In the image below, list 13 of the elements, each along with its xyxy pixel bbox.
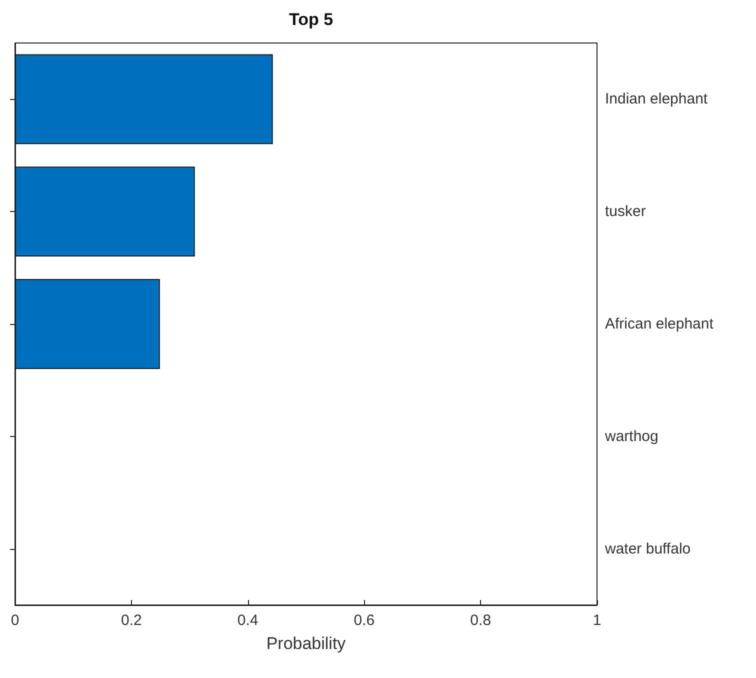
x-tick-label: 0.6 [354, 612, 375, 629]
chart-title: Top 5 [288, 10, 334, 29]
x-tick-label: 0 [10, 612, 20, 629]
x-tick-label: 1 [592, 612, 602, 629]
x-tick-label: 0.4 [237, 612, 258, 629]
x-tick-label: 0.8 [470, 612, 492, 629]
y-tick-label: warthog [604, 428, 658, 445]
x-tick-label: 0.2 [120, 612, 142, 629]
x-axis-title: Probability [266, 634, 346, 653]
y-tick-label: African elephant [605, 316, 714, 332]
y-tick-label: tusker [605, 203, 646, 220]
y-tick-label: Indian elephant [605, 90, 708, 108]
y-tick-label: water buffalo [604, 540, 691, 558]
